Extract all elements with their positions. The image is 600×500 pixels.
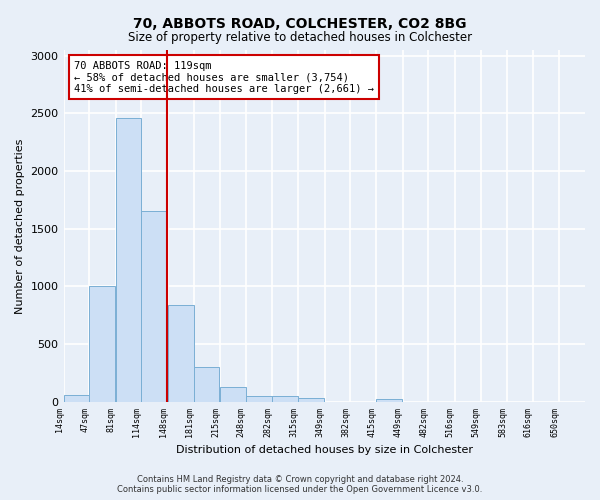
Bar — [116, 118, 142, 402]
Bar — [376, 399, 402, 402]
Bar — [220, 387, 246, 402]
X-axis label: Distribution of detached houses by size in Colchester: Distribution of detached houses by size … — [176, 445, 473, 455]
Text: 70, ABBOTS ROAD, COLCHESTER, CO2 8BG: 70, ABBOTS ROAD, COLCHESTER, CO2 8BG — [133, 18, 467, 32]
Text: 70 ABBOTS ROAD: 119sqm
← 58% of detached houses are smaller (3,754)
41% of semi-: 70 ABBOTS ROAD: 119sqm ← 58% of detached… — [74, 60, 374, 94]
Bar — [64, 395, 89, 402]
Bar — [168, 305, 194, 402]
Bar — [272, 396, 298, 402]
Bar — [246, 396, 272, 402]
Bar — [194, 367, 220, 402]
Bar — [89, 286, 115, 402]
Text: Size of property relative to detached houses in Colchester: Size of property relative to detached ho… — [128, 31, 472, 44]
Y-axis label: Number of detached properties: Number of detached properties — [15, 138, 25, 314]
Bar — [142, 212, 167, 402]
Text: Contains HM Land Registry data © Crown copyright and database right 2024.
Contai: Contains HM Land Registry data © Crown c… — [118, 474, 482, 494]
Bar — [298, 398, 324, 402]
